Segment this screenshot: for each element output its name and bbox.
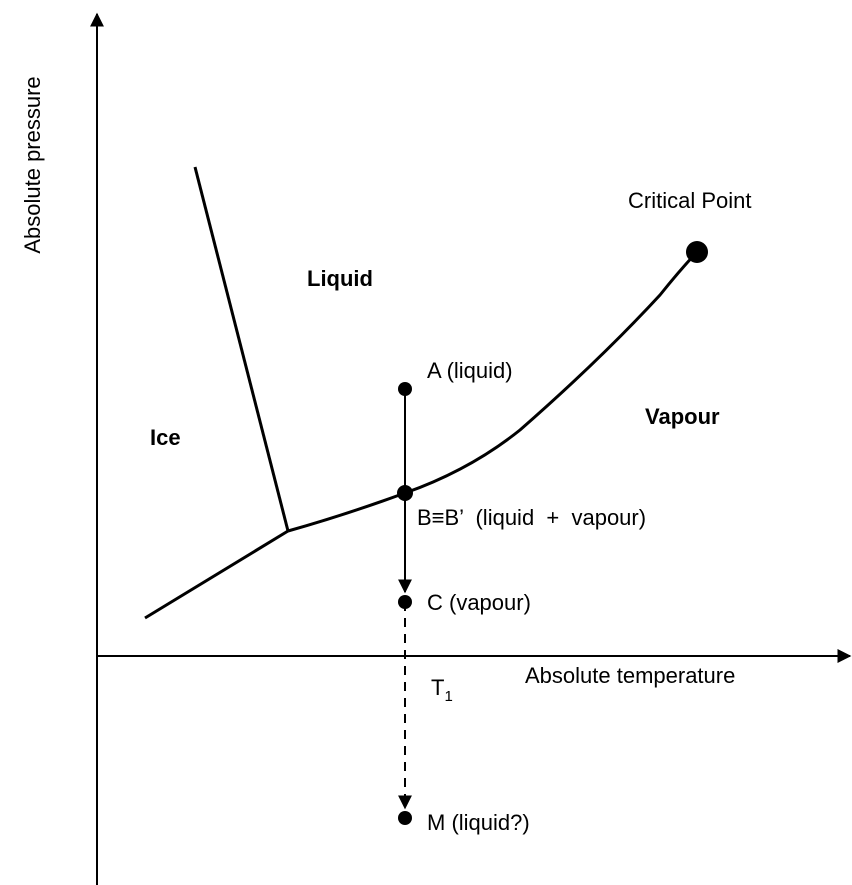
b-label: B≡B’ (liquid + vapour) (417, 505, 646, 530)
critical-point (686, 241, 708, 263)
vapour-label: Vapour (645, 404, 720, 429)
liquid-label: Liquid (307, 266, 373, 291)
ice-label: Ice (150, 425, 181, 450)
y-axis-label: Absolute pressure (20, 76, 45, 253)
t-subscript: 1 (444, 688, 452, 705)
critical-label: Critical Point (628, 188, 751, 213)
x-axis-label: Absolute temperature (525, 663, 735, 688)
melting-line (193, 166, 290, 532)
sublimation-line (144, 529, 289, 620)
point-m (398, 811, 412, 825)
t1-label: T1 (431, 675, 453, 705)
m-label: M (liquid?) (427, 810, 530, 835)
a-label: A (liquid) (427, 358, 513, 383)
t-symbol: T (431, 675, 444, 700)
point-a (398, 382, 412, 396)
vaporization-curve (287, 250, 699, 533)
point-b (397, 485, 413, 501)
point-c (398, 595, 412, 609)
c-label: C (vapour) (427, 590, 531, 615)
